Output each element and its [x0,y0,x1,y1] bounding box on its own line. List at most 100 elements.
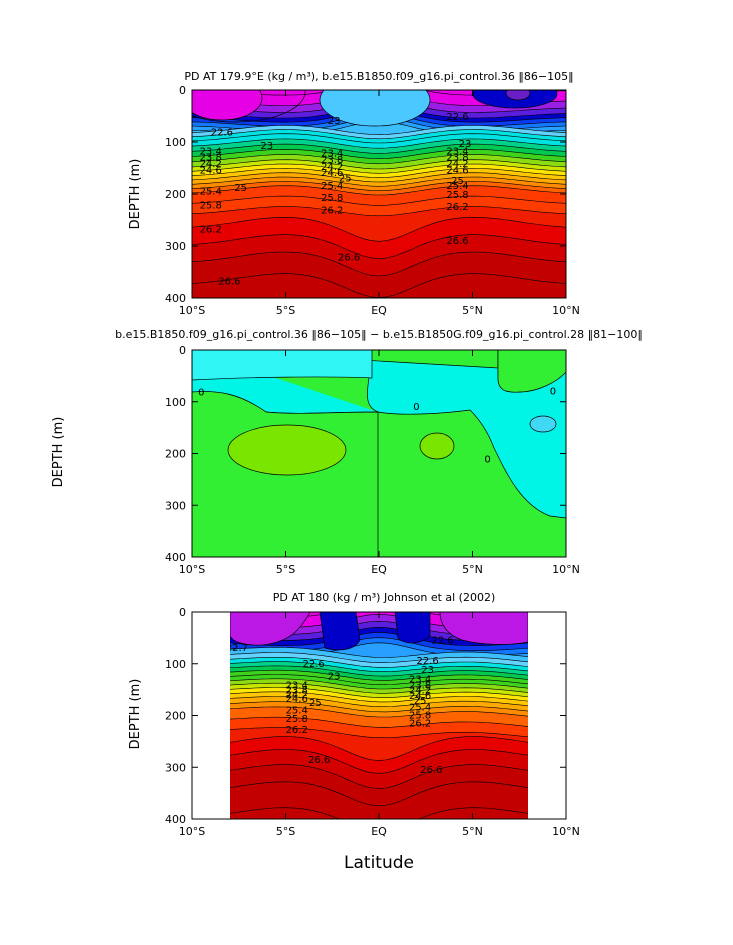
contour-label: 26.2 [446,202,468,213]
contour-label: 25.4 [286,705,308,716]
contour-label: 22.6 [416,656,438,667]
contour-label: 23.4 [200,146,222,157]
contour-label: 23.4 [286,681,308,692]
x-tick-label: 10°S [179,825,205,838]
y-tick-label: 0 [179,344,186,357]
y-tick-label: 200 [165,710,186,723]
contour-label: 23.4 [446,146,468,157]
panel-middle-title: b.e15.B1850.f09_g16.pi_control.36 ‖86−10… [115,328,643,341]
isopycnal-line [192,133,566,144]
y-tick-label: 100 [165,136,186,149]
contour-label: 22.6 [302,659,324,670]
contour-label: 26.2 [286,725,308,736]
isopycnal-line [192,143,566,154]
panel-bottom-dark-blue-center [319,612,361,651]
contour-label: 0 [413,402,419,413]
panel-bottom: PD AT 180 (kg / m³) Johnson et al (2002)… [128,591,580,838]
density-band [230,807,528,819]
contour-label: 25.8 [321,193,343,204]
x-tick-label: 10°N [552,304,580,317]
contour-label: 24.2 [200,159,222,170]
contour-label: 24.2 [321,162,343,173]
contour-label: 24.6 [446,166,468,177]
x-tick-label: 10°N [552,563,580,576]
contour-label: 25 [339,173,352,184]
x-tick-label: EQ [371,825,387,838]
panel-bottom-title: PD AT 180 (kg / m³) Johnson et al (2002) [273,591,496,604]
isopycnal-line [230,807,528,819]
y-tick-label: 400 [165,813,186,826]
isopycnal-line [192,206,566,217]
contour-label: 26.2 [200,224,222,235]
isopycnal-line [192,176,566,187]
x-tick-label: 10°S [179,563,205,576]
panel-top-surface-features [192,90,558,127]
panel-middle-positive-blob-south [227,424,347,476]
panel-top-axes: 10°S 5°S EQ 5°N 10°N 0 100 200 300 400 [165,84,580,317]
contour-label: 25.4 [200,186,222,197]
contour-label: 23.8 [321,155,343,166]
isopycnal-line [230,632,528,646]
panel-middle-positive-blob-equator [419,432,455,460]
panel-middle-y-axis-label: DEPTH (m) [51,417,66,488]
panel-top-light-water-west-edge [192,90,306,123]
contour-label: 23 [328,116,341,127]
x-axis-title: Latitude [344,853,414,873]
x-tick-label: 10°S [179,304,205,317]
isopycnal-line [192,125,566,135]
contour-label: 25 [451,176,464,187]
panel-bottom-y-axis-label: DEPTH (m) [128,679,143,750]
panel-middle-contour-labels: 0 0 0 0 [198,386,556,465]
x-tick-label: EQ [371,304,387,317]
isopycnal-line [230,687,528,698]
isopycnal-line [192,234,566,259]
panel-bottom-light-water-east [439,612,528,645]
isopycnal-line [192,163,566,174]
contour-label: 26.2 [409,718,431,729]
y-tick-label: 300 [165,499,186,512]
isopycnal-line [230,682,528,694]
isopycnal-line [230,706,528,718]
x-tick-label: 5°N [462,563,483,576]
contour-label: 23 [421,665,434,676]
contour-label: 24.6 [321,168,343,179]
contour-label: 0 [198,387,204,398]
isopycnal-line [230,657,528,668]
isopycnal-line [230,701,528,713]
contour-label: 0 [550,386,556,397]
isopycnal-line [230,661,528,672]
y-tick-label: 400 [165,292,186,305]
panel-middle: b.e15.B1850.f09_g16.pi_control.36 ‖86−10… [51,328,643,576]
contour-label: 25.8 [409,711,431,722]
x-tick-label: 10°N [552,825,580,838]
contour-label: 22.6 [446,112,468,123]
y-tick-label: 400 [165,551,186,564]
panel-middle-cyan-top-band [192,350,373,381]
panel-middle-green-box-east [497,350,566,393]
contour-label: 25.4 [321,181,343,192]
isopycnal-line [192,195,566,206]
y-tick-label: 200 [165,188,186,201]
x-tick-label: 5°S [276,304,295,317]
x-tick-label: EQ [371,563,387,576]
y-tick-label: 0 [179,606,186,619]
x-tick-label: 5°N [462,825,483,838]
contour-label: 24.6 [286,694,308,705]
isopycnal-line [230,669,528,681]
isopycnal-line [230,736,528,761]
y-tick-label: 0 [179,84,186,97]
panel-bottom-density-bands [230,612,528,819]
isopycnal-line [192,154,566,165]
contour-label: 22.7 [226,643,248,654]
contour-label: 25.4 [409,703,431,714]
contour-label: 23.4 [321,148,343,159]
isopycnal-line [192,159,566,170]
contour-label: 26.6 [446,236,468,247]
isopycnal-line [192,172,566,183]
contour-label: 25 [234,183,247,194]
y-tick-label: 300 [165,240,186,253]
